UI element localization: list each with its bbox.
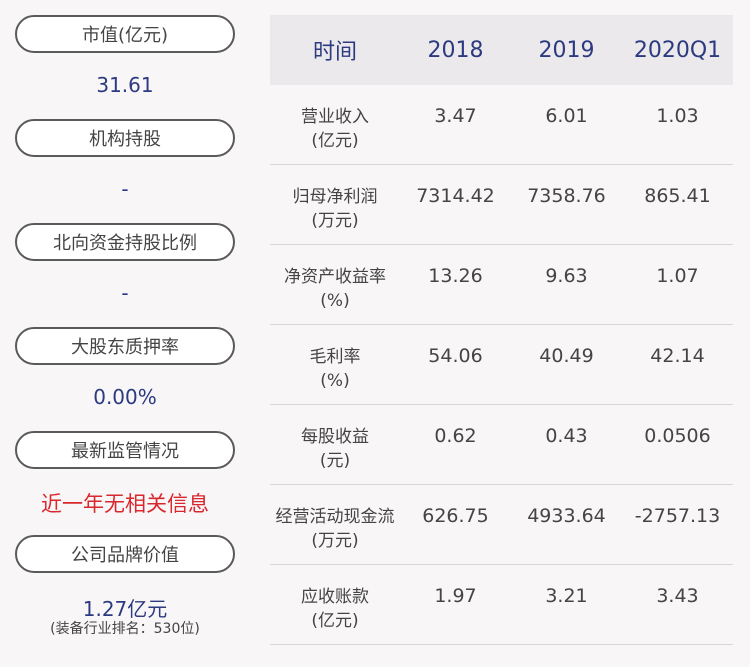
table-cell: 3.43 [656, 585, 699, 607]
brand-value-label: 公司品牌价值 [15, 535, 235, 573]
table-cell: 0.62 [434, 425, 477, 447]
table-cell: 42.14 [650, 345, 705, 367]
table-row: 归母净利润 (万元) 7314.42 7358.76 865.41 [270, 165, 733, 245]
brand-rank-note: (装备行业排名：530位) [50, 621, 200, 637]
pledge-ratio-value: 0.00% [93, 385, 157, 409]
metric-label: 每股收益 (元) [301, 427, 369, 471]
metric-label: 毛利率 (%) [309, 347, 361, 391]
table-header: 时间 2018 2019 2020Q1 [270, 15, 733, 85]
pledge-ratio-label: 大股东质押率 [15, 327, 235, 365]
market-cap-label: 市值(亿元) [15, 15, 235, 53]
table-cell: 9.63 [545, 265, 588, 287]
table-cell: -2757.13 [634, 505, 721, 527]
table-cell: 0.0506 [644, 425, 711, 447]
table-cell: 865.41 [644, 185, 711, 207]
financial-table: 时间 2018 2019 2020Q1 营业收入 (亿元) 3.47 6.01 1… [270, 15, 733, 645]
header-year: 2020Q1 [633, 37, 722, 63]
table-row: 每股收益 (元) 0.62 0.43 0.0506 [270, 405, 733, 485]
table-cell: 4933.64 [527, 505, 606, 527]
northbound-holding-label: 北向资金持股比例 [15, 223, 235, 261]
table-cell: 1.97 [434, 585, 477, 607]
table-row: 应收账款 (亿元) 1.97 3.21 3.43 [270, 565, 733, 645]
institution-holding-value: - [121, 177, 129, 201]
metric-label: 应收账款 (亿元) [301, 587, 369, 631]
header-year: 2019 [538, 37, 595, 63]
regulation-status-value: 近一年无相关信息 [41, 492, 209, 516]
northbound-holding-value: - [121, 281, 129, 305]
table-cell: 6.01 [545, 105, 588, 127]
table-cell: 626.75 [422, 505, 489, 527]
table-cell: 54.06 [428, 345, 483, 367]
header-period: 时间 [312, 40, 357, 65]
table-cell: 7358.76 [527, 185, 606, 207]
regulation-status-label: 最新监管情况 [15, 431, 235, 469]
header-year: 2018 [427, 37, 484, 63]
table-cell: 1.07 [656, 265, 699, 287]
table-cell: 3.47 [434, 105, 477, 127]
table-cell: 7314.42 [416, 185, 495, 207]
metric-label: 经营活动现金流 (万元) [275, 507, 395, 551]
metric-label: 归母净利润 (万元) [292, 187, 378, 231]
table-cell: 3.21 [545, 585, 588, 607]
table-cell: 1.03 [656, 105, 699, 127]
table-row: 营业收入 (亿元) 3.47 6.01 1.03 [270, 85, 733, 165]
table-cell: 0.43 [545, 425, 588, 447]
table-cell: 13.26 [428, 265, 483, 287]
table-row: 净资产收益率 (%) 13.26 9.63 1.07 [270, 245, 733, 325]
brand-value: 1.27亿元 [82, 597, 168, 621]
table-row: 毛利率 (%) 54.06 40.49 42.14 [270, 325, 733, 405]
market-cap-value: 31.61 [96, 73, 154, 97]
table-row: 经营活动现金流 (万元) 626.75 4933.64 -2757.13 [270, 485, 733, 565]
metric-label: 营业收入 (亿元) [301, 107, 369, 151]
table-cell: 40.49 [539, 345, 594, 367]
metric-label: 净资产收益率 (%) [284, 267, 386, 311]
institution-holding-label: 机构持股 [15, 119, 235, 157]
